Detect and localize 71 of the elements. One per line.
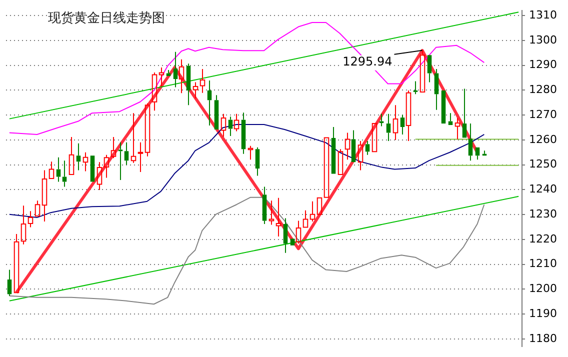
candlestick [310, 200, 316, 222]
candlestick [454, 118, 460, 140]
candlestick [344, 132, 350, 160]
candlestick [365, 140, 370, 156]
candlestick [14, 233, 20, 294]
candlestick [138, 142, 144, 173]
candlestick [90, 156, 95, 182]
candlestick [110, 136, 116, 159]
candlestick [255, 146, 260, 176]
candlestick [302, 210, 308, 228]
candlestick [228, 116, 233, 136]
candlestick [192, 82, 198, 99]
candlestick [200, 68, 206, 94]
candlestick [207, 80, 212, 126]
candlestick [214, 94, 219, 130]
candlestick [434, 68, 439, 110]
y-tick-label: 1310 [529, 8, 557, 22]
y-tick-label: 1190 [529, 306, 557, 320]
candlestick [28, 210, 34, 228]
candlestick [178, 58, 184, 94]
candlestick [283, 218, 288, 254]
candlestick [372, 123, 378, 152]
candlestick [124, 142, 129, 166]
candlestick [152, 72, 158, 112]
candlestick [268, 200, 274, 226]
y-tick-label: 1210 [529, 257, 557, 270]
candlestick [358, 140, 364, 171]
candlestick [241, 112, 246, 154]
y-tick-label: 1290 [529, 58, 557, 72]
candlestick [475, 147, 480, 160]
candlestick [441, 90, 446, 124]
candlestick [324, 137, 330, 198]
candlestick [413, 80, 418, 95]
y-tick-label: 1230 [529, 207, 557, 220]
candlestick [76, 142, 81, 171]
candlestick [68, 136, 74, 176]
y-tick-label: 1300 [529, 33, 557, 46]
candlestick [276, 197, 282, 237]
y-tick-label: 1260 [529, 132, 557, 146]
candlestick [392, 104, 398, 140]
candlestick [386, 113, 391, 142]
candlestick [96, 162, 102, 190]
annotation: 1295.94 [342, 54, 392, 69]
candlestick [468, 123, 473, 162]
candlestick [351, 130, 356, 162]
candlestick [20, 205, 26, 245]
y-tick-label: 1270 [529, 108, 557, 121]
candlestick [262, 186, 267, 225]
y-tick-label: 1220 [529, 232, 557, 246]
candlestick [406, 90, 412, 142]
y-tick-label: 1250 [529, 158, 557, 171]
candlestick [118, 142, 123, 180]
candlestick [130, 112, 136, 164]
candlestick [220, 113, 226, 138]
y-tick-label: 1240 [529, 182, 557, 196]
candlestick [400, 114, 405, 135]
candlestick [82, 152, 88, 172]
candlestick [42, 170, 48, 222]
candlestick [158, 67, 164, 87]
chart-title: 现货黄金日线走势图 [48, 10, 165, 27]
candlestick [56, 156, 61, 182]
candlestick [331, 126, 336, 174]
y-tick-label: 1200 [529, 282, 557, 296]
candlestick [7, 269, 12, 296]
candlestick [173, 51, 178, 88]
candlestick [316, 197, 322, 215]
candlestick [104, 154, 110, 178]
y-tick-label: 1180 [529, 332, 557, 345]
candlestick [248, 145, 254, 160]
y-tick-label: 1280 [529, 83, 557, 96]
candlestick [186, 63, 191, 106]
